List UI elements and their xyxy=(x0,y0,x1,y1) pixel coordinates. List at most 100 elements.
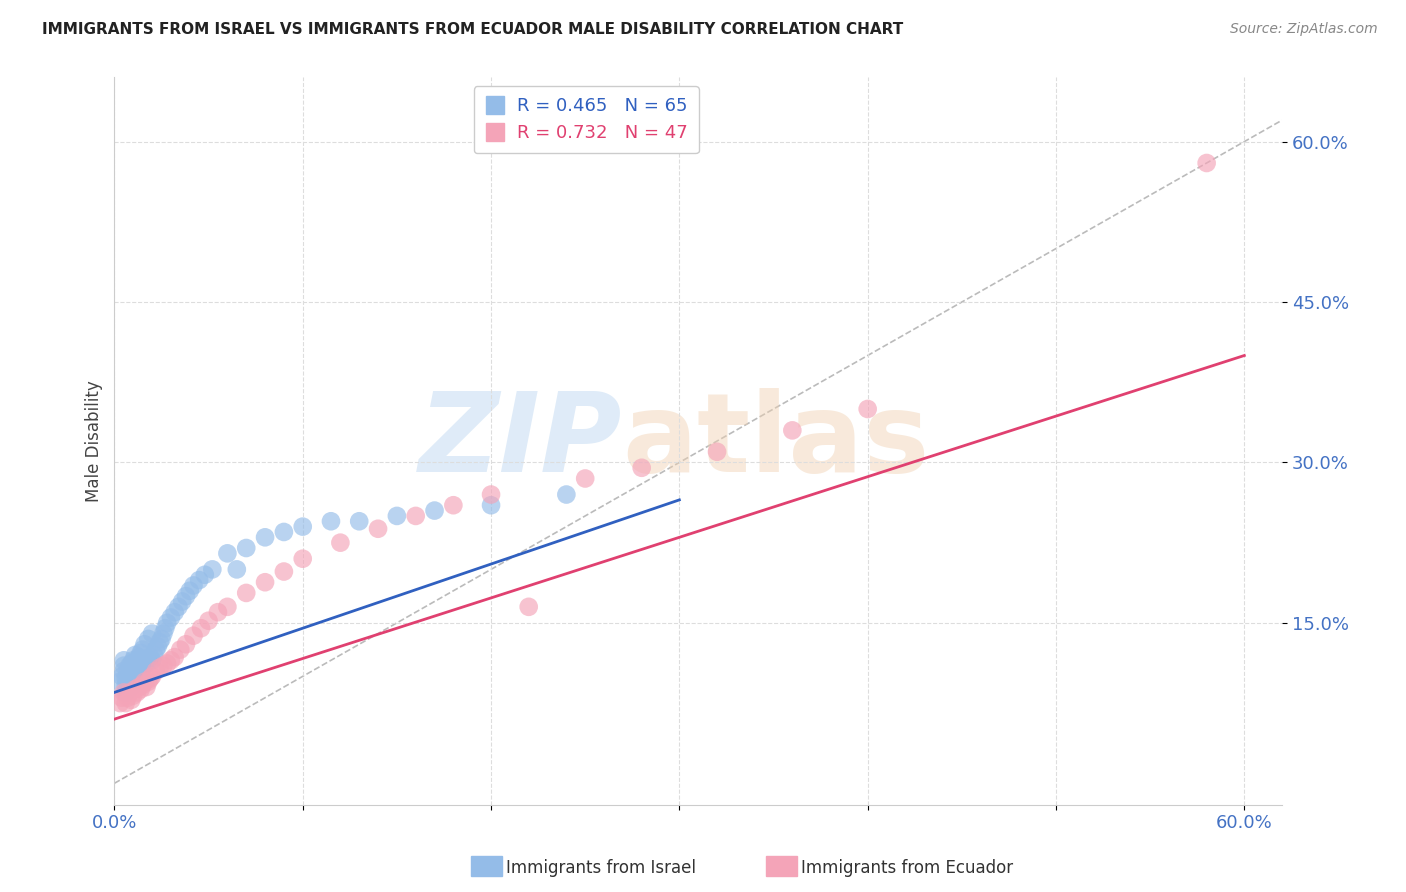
Text: Source: ZipAtlas.com: Source: ZipAtlas.com xyxy=(1230,22,1378,37)
Point xyxy=(174,589,197,603)
Point xyxy=(141,669,163,683)
Point xyxy=(367,522,389,536)
Point xyxy=(183,578,205,592)
Point xyxy=(169,642,191,657)
Point xyxy=(188,573,211,587)
Point xyxy=(183,629,205,643)
Point xyxy=(128,680,150,694)
Y-axis label: Male Disability: Male Disability xyxy=(86,380,103,502)
Point xyxy=(131,678,153,692)
Point xyxy=(856,401,879,416)
Point xyxy=(197,614,219,628)
Point xyxy=(160,610,183,624)
Point xyxy=(207,605,229,619)
Point xyxy=(291,519,314,533)
Point xyxy=(141,626,163,640)
Point xyxy=(172,594,194,608)
Point xyxy=(122,689,145,703)
Point xyxy=(124,682,146,697)
Point xyxy=(479,487,502,501)
Point xyxy=(120,657,142,671)
Point xyxy=(517,599,540,614)
Point xyxy=(118,674,141,689)
Text: IMMIGRANTS FROM ISRAEL VS IMMIGRANTS FROM ECUADOR MALE DISABILITY CORRELATION CH: IMMIGRANTS FROM ISRAEL VS IMMIGRANTS FRO… xyxy=(42,22,904,37)
Point xyxy=(135,680,157,694)
Point xyxy=(125,685,148,699)
Point xyxy=(385,508,408,523)
Point xyxy=(706,444,728,458)
Text: Immigrants from Israel: Immigrants from Israel xyxy=(506,859,696,877)
Point xyxy=(112,685,135,699)
Text: ZIP: ZIP xyxy=(419,387,623,494)
Point xyxy=(179,583,201,598)
Point xyxy=(225,562,247,576)
Point xyxy=(117,682,139,697)
Point xyxy=(201,562,224,576)
Point xyxy=(112,664,135,678)
Text: atlas: atlas xyxy=(623,387,929,494)
Point xyxy=(139,650,162,665)
Point xyxy=(114,685,136,699)
Point xyxy=(150,632,173,646)
Point xyxy=(129,669,152,683)
Point xyxy=(347,514,370,528)
Point xyxy=(146,640,169,654)
Legend: R = 0.465   N = 65, R = 0.732   N = 47: R = 0.465 N = 65, R = 0.732 N = 47 xyxy=(474,87,699,153)
Point xyxy=(273,524,295,539)
Point xyxy=(319,514,342,528)
Point xyxy=(114,672,136,686)
Point xyxy=(108,696,131,710)
Point xyxy=(254,575,277,590)
Point xyxy=(118,658,141,673)
Point xyxy=(217,546,239,560)
Point xyxy=(114,696,136,710)
Point xyxy=(163,650,186,665)
Point xyxy=(217,599,239,614)
Point xyxy=(112,658,135,673)
Point xyxy=(122,664,145,678)
Point xyxy=(124,648,146,662)
Point xyxy=(125,672,148,686)
Point xyxy=(423,503,446,517)
Point xyxy=(136,674,159,689)
Point xyxy=(630,460,652,475)
Point xyxy=(273,565,295,579)
Point xyxy=(117,690,139,705)
Point xyxy=(134,674,156,689)
Point xyxy=(136,632,159,646)
Point xyxy=(190,621,212,635)
Point xyxy=(128,650,150,665)
Point xyxy=(152,626,174,640)
Point xyxy=(163,605,186,619)
Point xyxy=(235,541,257,555)
Point xyxy=(441,498,464,512)
Point xyxy=(114,678,136,692)
Point xyxy=(149,661,172,675)
Point xyxy=(131,642,153,657)
Point xyxy=(194,567,217,582)
Point xyxy=(152,658,174,673)
Point xyxy=(125,653,148,667)
Point xyxy=(129,682,152,697)
Point xyxy=(120,680,142,694)
Point xyxy=(124,669,146,683)
Point xyxy=(117,664,139,678)
Point xyxy=(128,664,150,678)
Point xyxy=(131,661,153,675)
Point xyxy=(405,508,427,523)
Point xyxy=(782,423,804,437)
Point xyxy=(143,648,166,662)
Point xyxy=(145,642,167,657)
Point xyxy=(1195,156,1218,170)
Point xyxy=(574,471,596,485)
Point xyxy=(145,664,167,678)
Point xyxy=(112,653,135,667)
Point xyxy=(254,530,277,544)
Point xyxy=(135,657,157,671)
Point xyxy=(134,658,156,673)
Point xyxy=(111,669,134,683)
Point xyxy=(156,615,179,630)
Point xyxy=(108,674,131,689)
Point xyxy=(122,674,145,689)
Point xyxy=(479,498,502,512)
